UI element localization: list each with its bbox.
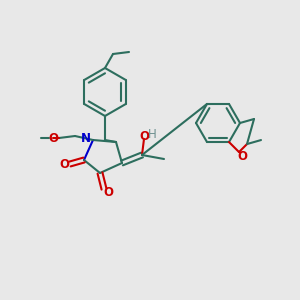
Text: O: O [48, 131, 58, 145]
Text: O: O [103, 187, 113, 200]
Text: N: N [81, 131, 91, 145]
Text: H: H [148, 128, 156, 142]
Text: O: O [237, 150, 247, 163]
Text: O: O [139, 130, 149, 143]
Text: O: O [59, 158, 69, 170]
